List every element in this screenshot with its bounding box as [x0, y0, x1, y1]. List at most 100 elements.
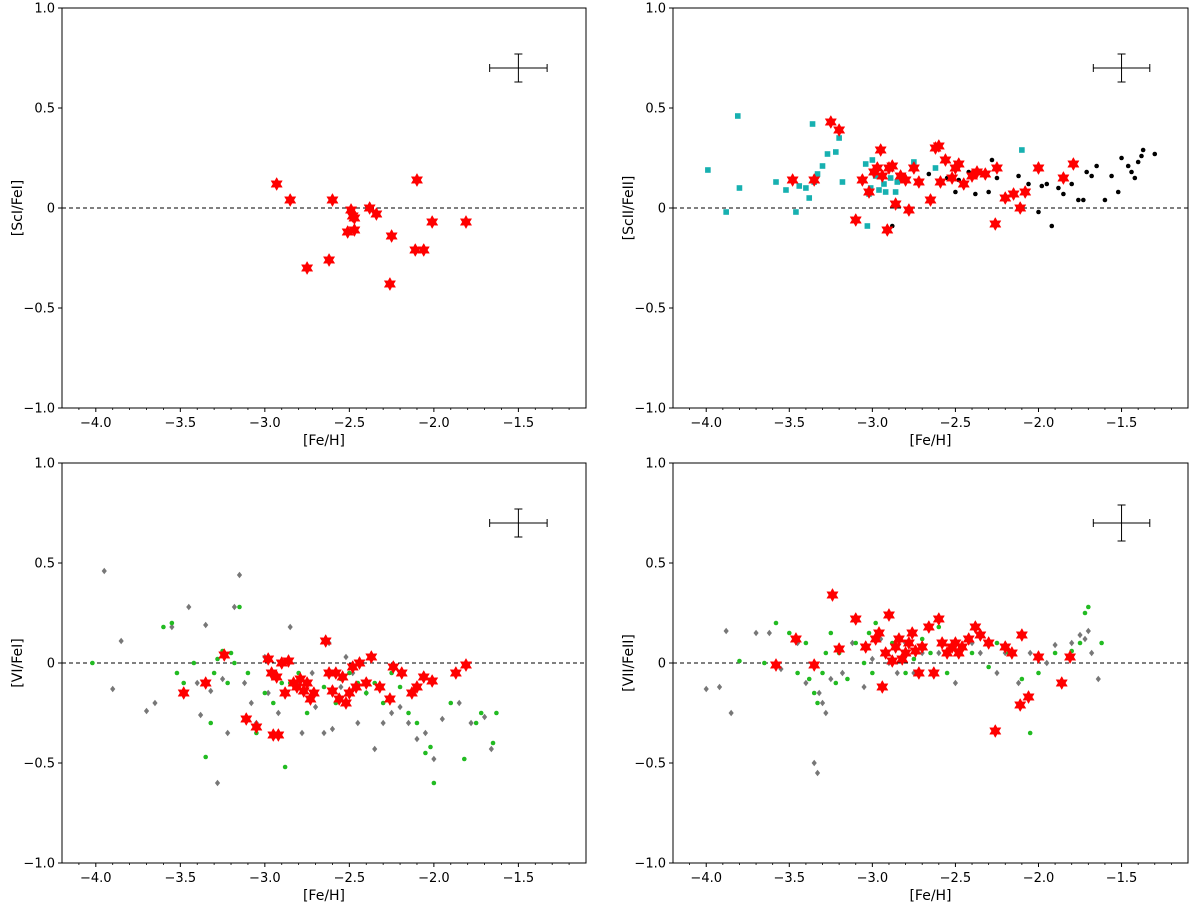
data-point-diamond	[422, 729, 429, 737]
chart-panel-1: −4.0 −3.5 −3.0 −2.5 −2.0 −1.5 −1.0 −0.5 0 0.5 1.0 […	[10, 2, 587, 449]
data-point-circle	[1052, 650, 1058, 656]
data-point-circle	[169, 620, 175, 626]
data-point-circle	[1061, 191, 1066, 197]
data-point-star	[1063, 649, 1077, 665]
data-point-diamond	[456, 699, 462, 707]
data-point-circle	[815, 700, 820, 706]
data-point-circle	[1135, 159, 1141, 165]
data-point-diamond	[152, 699, 158, 707]
data-point-circle	[1086, 604, 1091, 610]
data-point-diamond	[861, 683, 867, 691]
data-point-diamond	[118, 637, 124, 645]
data-point-diamond	[869, 655, 875, 663]
data-point-circle	[803, 640, 809, 646]
data-point-diamond	[101, 567, 107, 575]
data-point-star	[949, 635, 962, 651]
data-point-star	[849, 212, 862, 228]
data-point-star	[906, 625, 919, 641]
data-point-diamond	[894, 669, 900, 677]
data-point-star	[936, 635, 949, 651]
data-point-star	[856, 172, 869, 188]
chart-panel-4: −4.0 −3.5 −3.0 −2.5 −2.0 −1.5 −1.0 −0.5 0 0.5 1.0 […	[621, 457, 1189, 904]
data-point-diamond	[1077, 631, 1083, 639]
data-point-star	[270, 669, 283, 685]
data-point-star	[902, 202, 915, 218]
data-point-square	[887, 175, 894, 181]
y-tick-label: 1.0	[34, 457, 55, 472]
data-point-diamond	[203, 621, 209, 629]
data-point-star	[410, 679, 424, 695]
data-point-circle	[363, 690, 369, 696]
data-point-diamond	[194, 679, 200, 687]
data-point-diamond	[723, 627, 729, 635]
data-point-square	[806, 195, 813, 201]
data-point-star	[1007, 186, 1020, 202]
data-point-circle	[1089, 173, 1094, 179]
data-point-square	[814, 171, 821, 177]
data-point-circle	[1039, 183, 1045, 189]
data-point-circle	[279, 680, 285, 686]
data-point-star	[449, 665, 462, 681]
x-tick-label: −1.5	[503, 871, 535, 886]
data-point-square	[862, 161, 869, 167]
series-circle	[889, 147, 1158, 229]
data-point-circle	[870, 670, 875, 676]
data-point-diamond	[1052, 641, 1058, 649]
data-point-circle	[944, 670, 950, 676]
data-point-circle	[795, 670, 800, 676]
x-tick-label: −2.5	[940, 416, 972, 431]
data-point-diamond	[169, 623, 175, 631]
data-point-star	[301, 260, 314, 276]
data-point-square	[819, 163, 826, 169]
data-point-circle	[494, 710, 499, 716]
data-point-circle	[994, 175, 1000, 181]
data-point-circle	[1076, 197, 1081, 203]
data-point-circle	[926, 171, 932, 177]
data-point-circle	[423, 750, 428, 756]
data-point-star	[262, 651, 275, 667]
data-point-diamond	[110, 685, 116, 693]
data-point-circle	[1019, 676, 1025, 682]
data-point-star	[290, 679, 304, 695]
data-point-star	[387, 659, 400, 675]
y-tick-label: 0	[47, 202, 55, 217]
data-point-diamond	[1085, 627, 1091, 635]
data-point-circle	[1129, 169, 1134, 175]
data-point-star	[924, 192, 937, 208]
y-tick-label: 0.5	[34, 557, 55, 572]
data-point-star	[329, 665, 342, 681]
data-point-star	[218, 647, 231, 663]
data-point-circle	[1036, 670, 1041, 676]
data-point-circle	[762, 660, 767, 666]
y-tick-label: 1.0	[34, 2, 55, 17]
data-point-star	[849, 611, 862, 627]
data-point-star	[1015, 627, 1028, 643]
x-axis-label: [Fe/H]	[303, 888, 345, 904]
data-point-star	[284, 192, 297, 208]
data-point-square	[796, 183, 803, 189]
data-point-star	[1055, 675, 1068, 691]
data-point-square	[809, 121, 816, 127]
data-point-square	[869, 157, 876, 163]
data-point-diamond	[143, 707, 150, 715]
data-point-star	[899, 172, 912, 188]
data-point-diamond	[753, 629, 759, 637]
chart-panel-3: −4.0 −3.5 −3.0 −2.5 −2.0 −1.5 −1.0 −0.5 0 0.5 1.0 […	[10, 457, 587, 904]
data-point-diamond	[1069, 639, 1075, 647]
error-bar	[1092, 53, 1151, 83]
x-axis-label: [Fe/H]	[909, 433, 951, 449]
data-point-circle	[773, 620, 779, 626]
data-point-star	[322, 252, 336, 268]
data-point-star	[294, 671, 307, 687]
data-point-star	[1067, 156, 1080, 172]
data-point-circle	[1132, 175, 1138, 181]
x-tick-label: −3.5	[774, 871, 806, 886]
data-point-circle	[861, 660, 867, 666]
data-point-circle	[1152, 151, 1158, 157]
data-point-diamond	[977, 649, 983, 657]
x-tick-label: −3.0	[857, 871, 889, 886]
data-point-circle	[161, 624, 166, 630]
x-tick-label: −3.5	[165, 871, 197, 886]
data-point-star	[786, 172, 799, 188]
